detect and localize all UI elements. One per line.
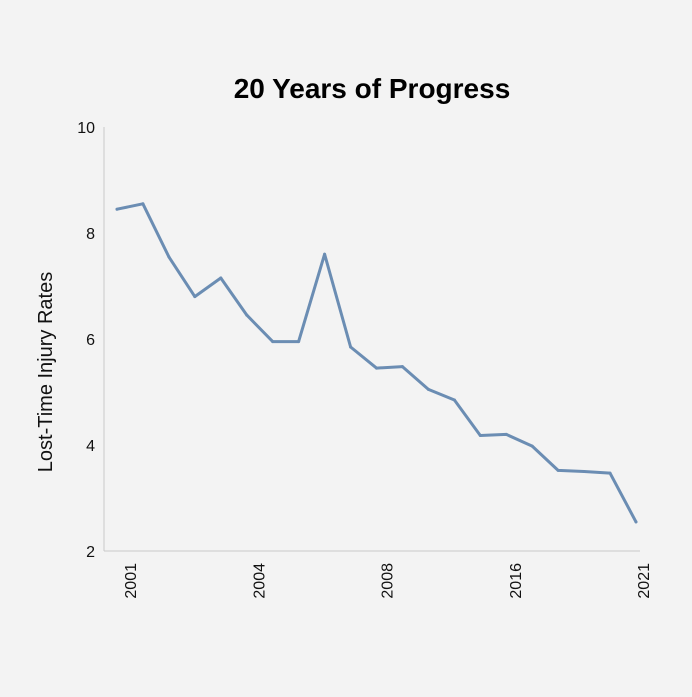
data-point xyxy=(608,471,612,475)
data-point xyxy=(141,202,145,206)
data-point xyxy=(582,470,586,473)
x-tick-labels: 2001 2004 2008 2016 2021 xyxy=(123,563,653,599)
data-point xyxy=(375,366,378,370)
y-tick-label: 4 xyxy=(86,438,95,455)
data-point xyxy=(400,365,404,369)
y-tick-label: 6 xyxy=(86,332,95,349)
y-axis-label: Lost-Time Injury Rates xyxy=(35,272,57,472)
data-point xyxy=(297,340,301,344)
y-tick-label: 8 xyxy=(86,226,95,243)
data-point xyxy=(349,345,353,349)
data-points xyxy=(115,202,638,524)
x-tick-label: 2001 xyxy=(123,563,140,599)
data-point xyxy=(426,387,430,391)
data-point xyxy=(193,295,197,299)
data-point xyxy=(271,340,275,344)
data-point xyxy=(323,252,327,256)
data-point xyxy=(245,313,249,317)
data-point xyxy=(504,432,508,436)
x-tick-label: 2004 xyxy=(251,563,268,599)
x-tick-label: 2008 xyxy=(380,563,397,599)
x-tick-label: 2021 xyxy=(636,563,653,599)
chart-title: 20 Years of Progress xyxy=(234,73,511,104)
data-point xyxy=(478,434,482,437)
data-point xyxy=(167,255,171,259)
series-line xyxy=(115,202,638,524)
data-point xyxy=(634,520,638,524)
data-point xyxy=(219,276,223,280)
data-point xyxy=(530,444,534,448)
data-point xyxy=(556,468,560,472)
data-point xyxy=(452,398,456,402)
y-tick-label: 10 xyxy=(77,120,95,137)
y-tick-label: 2 xyxy=(86,544,95,561)
x-tick-label: 2016 xyxy=(508,563,525,599)
data-point xyxy=(115,207,119,211)
y-tick-labels: 2 4 6 8 10 xyxy=(77,120,95,561)
